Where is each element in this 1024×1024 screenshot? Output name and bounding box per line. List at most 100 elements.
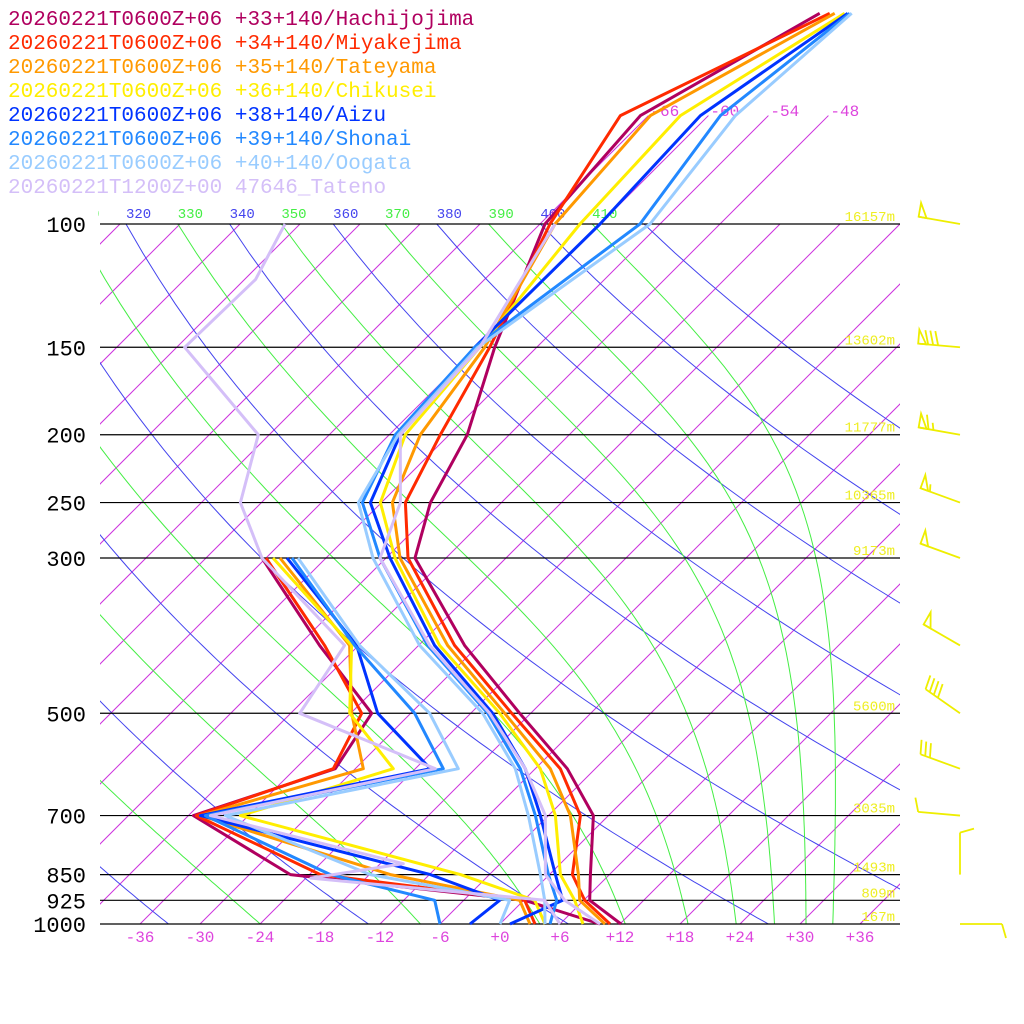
theta-label: 380 <box>437 207 462 223</box>
pressure-label: 150 <box>46 337 86 362</box>
barb-full <box>924 741 928 757</box>
barb-pennant <box>917 199 928 220</box>
barb-full <box>924 330 930 345</box>
moist-adiabat-line <box>591 224 836 924</box>
isotherm-line <box>379 403 900 924</box>
isotherm-line <box>439 463 900 924</box>
temperature-trace <box>403 11 831 926</box>
isotherm-line <box>100 223 781 905</box>
temperature-trace <box>360 12 851 925</box>
pressure-label: 700 <box>46 806 86 831</box>
isotherm-line <box>859 883 900 924</box>
wind-barb <box>919 471 961 504</box>
temperature-tick-label: -36 <box>126 929 155 947</box>
temperature-trace <box>368 12 849 926</box>
isotherm-line <box>199 223 900 924</box>
barb-full <box>1001 923 1007 939</box>
legend: 20260221T0600Z+06 +33+140/Hachijojima202… <box>8 9 474 200</box>
temperature-tick-label: -12 <box>366 929 395 947</box>
pressure-label: 100 <box>46 214 86 239</box>
dewpoint-trace <box>198 557 502 926</box>
isotherm-line <box>799 823 900 924</box>
isotherm-line <box>619 643 900 924</box>
isotherm-top-label: -54 <box>770 103 799 121</box>
isotherm-top-label: -66 <box>650 103 679 121</box>
barb-full <box>934 330 939 346</box>
barb-pennant <box>917 326 928 346</box>
isotherm-line <box>259 283 900 924</box>
legend-entry: 20260221T0600Z+06 +39+140/Shonai <box>8 129 411 152</box>
isotherm-line <box>100 223 181 305</box>
barb-pennant <box>919 471 930 493</box>
theta-label: 310 <box>74 207 99 223</box>
pressure-label: 1000 <box>33 914 86 939</box>
pressure-label: 200 <box>46 425 86 450</box>
temperature-trace <box>413 11 821 926</box>
isotherm-line <box>100 223 241 365</box>
height-label: 13602m <box>845 333 895 349</box>
barb-pennant <box>919 526 930 548</box>
dry-adiabat-line <box>332 224 900 696</box>
temperature-trace <box>378 223 601 926</box>
barb-full <box>914 797 920 813</box>
barb-staff <box>918 811 961 817</box>
isotherm-line <box>100 223 421 545</box>
legend-entry: 20260221T0600Z+06 +36+140/Chikusei <box>8 81 436 104</box>
isotherm-line <box>100 223 361 485</box>
temperature-tick-label: +6 <box>550 929 569 947</box>
isotherm-line <box>100 115 709 725</box>
wind-barb <box>922 608 961 647</box>
pressure-label: 925 <box>46 890 86 915</box>
isotherm-line <box>499 523 900 924</box>
dry-adiabat-line <box>229 224 900 791</box>
dry-adiabat-line <box>540 224 900 515</box>
theta-label: 320 <box>126 207 151 223</box>
wind-barb <box>924 675 961 715</box>
barb-half <box>929 484 932 492</box>
wind-barb <box>914 797 961 817</box>
temperature-tick-label: -6 <box>430 929 449 947</box>
legend-entry: 20260221T0600Z+06 +34+140/Miyakejima <box>8 33 462 56</box>
wind-barb <box>919 526 961 559</box>
pressure-label: 500 <box>46 703 86 728</box>
temperature-tick-label: +12 <box>606 929 635 947</box>
barb-staff <box>920 753 961 770</box>
legend-entry: 20260221T0600Z+06 +35+140/Tateyama <box>8 57 436 80</box>
barb-full <box>932 680 940 696</box>
isotherm-line <box>100 223 481 605</box>
height-label: 1493m <box>853 861 895 877</box>
temperature-tick-label: -24 <box>246 929 275 947</box>
isotherm-line <box>100 115 649 665</box>
barb-pennant <box>922 608 932 630</box>
temperature-trace <box>356 12 853 925</box>
pressure-label: 850 <box>46 865 86 890</box>
dewpoint-trace <box>183 223 562 925</box>
wind-barb <box>917 199 961 225</box>
barb-full <box>919 739 923 755</box>
barb-full <box>926 414 930 430</box>
temperature-tick-label: -18 <box>306 929 335 947</box>
wind-barbs <box>914 199 1007 939</box>
pressure-label: 250 <box>46 493 86 518</box>
theta-label: 370 <box>385 207 410 223</box>
temperature-tick-label: +0 <box>490 929 509 947</box>
theta-label: 390 <box>489 207 514 223</box>
adiabats <box>100 224 900 924</box>
theta-label: 330 <box>178 207 203 223</box>
legend-entry: 20260221T0600Z+06 +33+140/Hachijojima <box>8 9 474 32</box>
dry-adiabat-line <box>643 224 900 429</box>
wind-barb <box>960 923 1007 939</box>
barb-staff <box>925 688 961 715</box>
theta-labels: 310 320 330 340 350 360 370 380 390 400 410 <box>74 207 617 223</box>
height-label: 11777m <box>845 421 895 437</box>
barb-full <box>928 678 936 693</box>
isotherm-line <box>319 343 900 924</box>
theta-label: 350 <box>281 207 306 223</box>
pressure-label: 300 <box>46 548 86 573</box>
height-label: 9173m <box>853 544 895 560</box>
isotherm-line <box>559 583 900 924</box>
barb-pennant <box>917 410 928 430</box>
